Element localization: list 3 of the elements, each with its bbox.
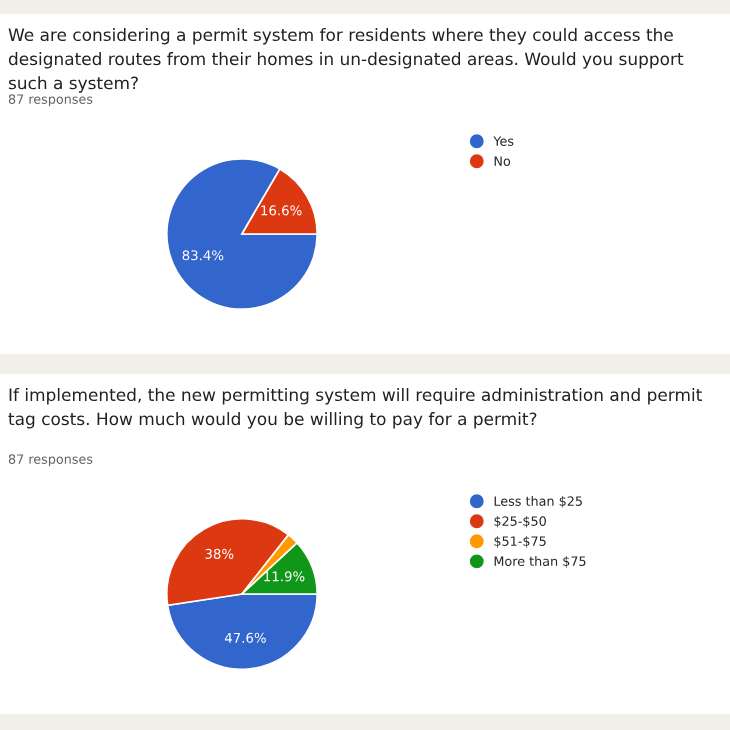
- pie-slice: [165, 157, 319, 311]
- chart-title: If implemented, the new permitting system will require administration and permit tag costs. How much would you be willing to pay for a permit?: [8, 388, 702, 429]
- chart-title: We are considering a permit system for residents where they could access the designated routes from their homes in un-designated areas. Would you support such a system?: [8, 28, 684, 93]
